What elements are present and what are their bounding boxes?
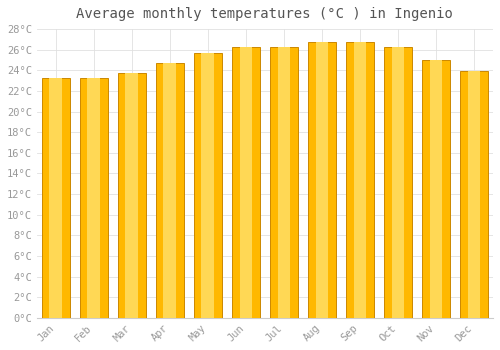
Bar [88, 78, 101, 318]
Bar [118, 74, 146, 318]
Bar [316, 42, 328, 318]
Bar [430, 60, 442, 318]
Bar [278, 47, 290, 318]
Bar [460, 71, 488, 318]
Bar [156, 63, 184, 318]
Bar [384, 47, 412, 318]
Bar [194, 53, 222, 318]
Bar [50, 78, 62, 318]
Bar [270, 47, 298, 318]
Bar [346, 42, 374, 318]
Bar [42, 78, 70, 318]
Title: Average monthly temperatures (°C ) in Ingenio: Average monthly temperatures (°C ) in In… [76, 7, 454, 21]
Bar [422, 60, 450, 318]
Bar [164, 63, 176, 318]
Bar [354, 42, 366, 318]
Bar [308, 42, 336, 318]
Bar [232, 47, 260, 318]
Bar [392, 47, 404, 318]
Bar [126, 74, 138, 318]
Bar [80, 78, 108, 318]
Bar [202, 53, 214, 318]
Bar [240, 47, 252, 318]
Bar [468, 71, 480, 318]
